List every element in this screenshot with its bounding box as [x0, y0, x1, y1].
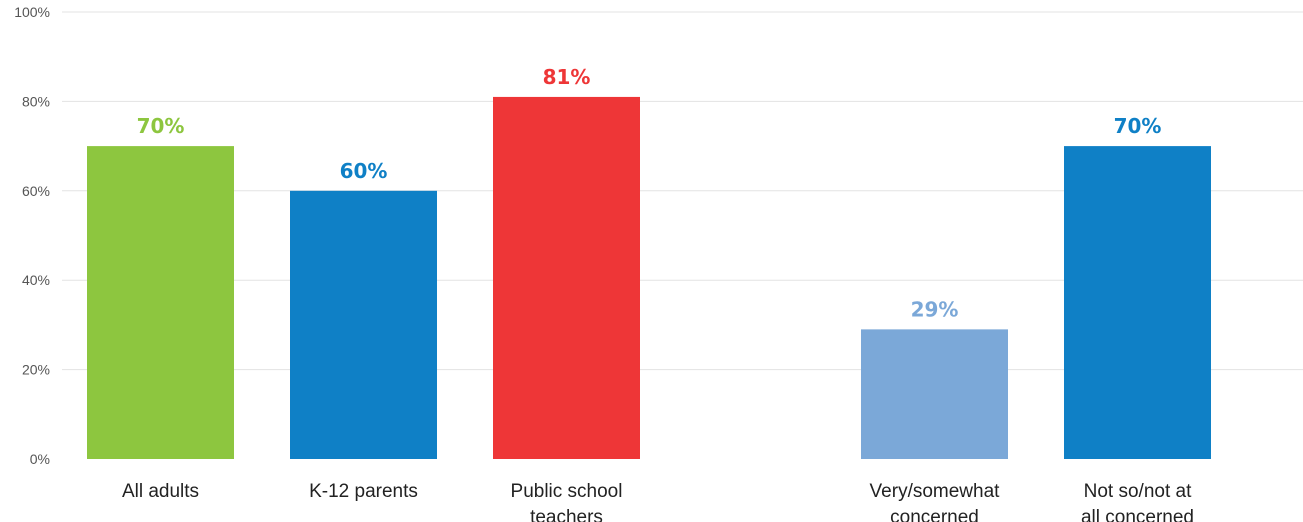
bar: [861, 329, 1008, 459]
bar-value-label: 60%: [340, 159, 388, 183]
value-labels: 70% 60% 81% 29% 70%: [137, 65, 1162, 321]
bars: [87, 96, 1211, 460]
bar: [493, 96, 640, 460]
y-tick-label: 0%: [30, 451, 50, 467]
y-tick-label: 20%: [22, 362, 50, 378]
category-label: Very/somewhat concerned: [870, 481, 1001, 522]
bar: [1064, 146, 1211, 459]
category-label: Not so/not at all concerned: [1081, 481, 1194, 522]
category-labels: All adults K-12 parents Public school teach…: [122, 481, 1194, 522]
y-tick-label: 80%: [22, 93, 50, 109]
y-tick-label: 60%: [22, 183, 50, 199]
category-label: Public school teachers: [511, 481, 623, 522]
bar-value-label: 81%: [543, 65, 591, 89]
bar-value-label: 70%: [1114, 114, 1162, 138]
category-label: All adults: [122, 481, 199, 502]
bar-value-label: 70%: [137, 114, 185, 138]
bar: [290, 190, 437, 460]
bar-value-label: 29%: [911, 297, 959, 321]
category-label: K-12 parents: [309, 481, 418, 502]
y-tick-label: 40%: [22, 272, 50, 288]
y-tick-label: 100%: [14, 4, 50, 20]
y-axis-ticks: 0% 20% 40% 60% 80% 100%: [14, 4, 50, 467]
bar: [87, 146, 234, 459]
